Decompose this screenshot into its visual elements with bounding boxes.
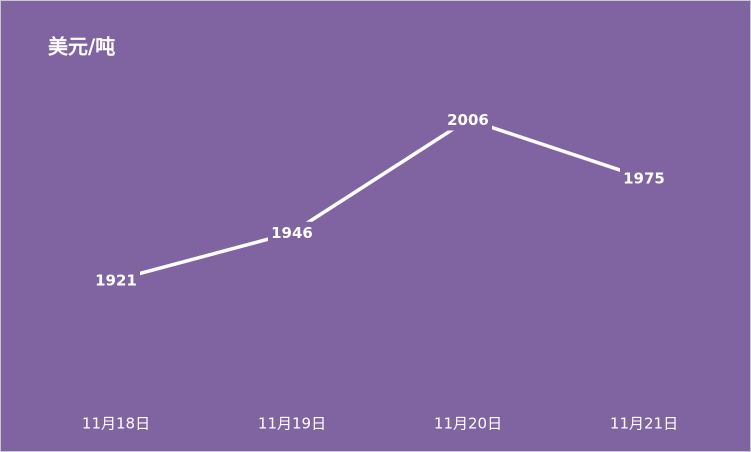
x-tick-label: 11月20日 [434, 415, 502, 433]
data-label: 1975 [623, 170, 665, 188]
data-label: 2006 [447, 111, 489, 129]
data-label: 1946 [271, 224, 313, 242]
data-label-background [444, 108, 492, 131]
chart-title: 美元/吨 [48, 35, 115, 59]
data-label-background [92, 268, 140, 291]
x-tick-label: 11月21日 [610, 415, 678, 433]
data-label-background [620, 167, 668, 190]
x-tick-label: 11月18日 [82, 415, 150, 433]
data-label-background [268, 221, 316, 244]
data-label: 1921 [95, 271, 137, 289]
data-line [115, 117, 645, 282]
x-tick-label: 11月19日 [258, 415, 326, 433]
